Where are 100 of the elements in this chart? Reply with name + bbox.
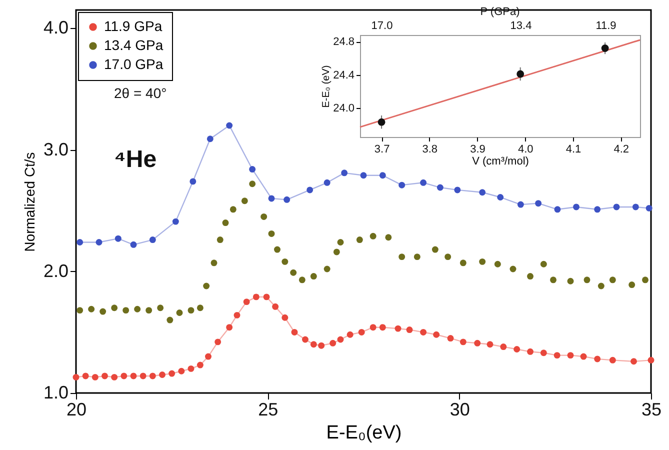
point xyxy=(268,230,275,237)
point xyxy=(454,186,461,194)
point xyxy=(310,273,317,280)
x-tick-label: 25 xyxy=(258,400,278,420)
y-axis-title: Normalized Ct/s xyxy=(21,152,38,252)
point xyxy=(190,178,196,185)
point xyxy=(234,312,240,318)
point xyxy=(370,232,376,240)
point xyxy=(157,304,164,312)
point xyxy=(642,276,648,284)
point xyxy=(594,356,601,362)
point xyxy=(268,195,275,202)
point xyxy=(554,352,560,359)
point xyxy=(510,266,516,272)
point xyxy=(346,331,354,338)
point xyxy=(249,180,256,188)
point xyxy=(379,172,386,179)
point xyxy=(130,372,137,380)
point xyxy=(205,353,212,360)
point xyxy=(284,196,290,203)
point xyxy=(203,282,210,290)
point xyxy=(210,260,218,266)
point xyxy=(598,282,604,290)
point xyxy=(356,236,363,244)
point xyxy=(88,306,95,312)
point xyxy=(420,328,427,336)
point xyxy=(447,335,454,342)
point xyxy=(111,304,118,312)
point xyxy=(298,276,306,284)
point xyxy=(324,266,330,272)
y-tick-label: 24.4 xyxy=(333,69,354,82)
point xyxy=(460,260,466,266)
point xyxy=(360,172,367,179)
y-tick-label: 1.0 xyxy=(43,382,68,402)
annotation: 13.4 xyxy=(510,20,532,32)
point xyxy=(432,246,438,253)
point xyxy=(527,348,534,355)
point xyxy=(330,340,336,346)
point xyxy=(272,303,279,310)
y-tick-label: 24.0 xyxy=(333,102,354,114)
point xyxy=(92,374,98,380)
point xyxy=(398,182,406,188)
point xyxy=(96,239,102,246)
point xyxy=(226,324,233,331)
point xyxy=(216,236,224,244)
point xyxy=(102,372,108,380)
point xyxy=(243,298,250,306)
point xyxy=(514,346,520,352)
annotation: 11.9 xyxy=(596,20,616,32)
legend-label: 13.4 GPa xyxy=(104,37,164,53)
x-tick-label: 3.8 xyxy=(422,144,438,156)
point xyxy=(630,358,637,365)
point xyxy=(168,370,176,377)
point xyxy=(318,342,325,349)
point xyxy=(282,314,288,321)
x-tick-label: 20 xyxy=(66,400,87,420)
point xyxy=(433,331,440,338)
point xyxy=(648,356,654,364)
legend-label: 17.0 GPa xyxy=(104,56,164,72)
point xyxy=(134,306,141,312)
point xyxy=(130,241,137,248)
point xyxy=(260,213,268,220)
point xyxy=(114,235,122,242)
x-tick-label: 30 xyxy=(450,400,470,420)
point xyxy=(497,194,504,200)
point xyxy=(172,218,179,225)
point xyxy=(159,372,166,378)
x-tick-label: 3.7 xyxy=(374,144,390,156)
y-tick-label: 3.0 xyxy=(43,139,68,160)
point xyxy=(196,362,204,368)
point xyxy=(358,328,365,336)
point xyxy=(379,324,386,331)
point xyxy=(140,372,146,380)
y-tick-label: 24.8 xyxy=(333,36,354,48)
point xyxy=(628,282,636,288)
point xyxy=(178,368,185,374)
point xyxy=(494,260,501,268)
point xyxy=(609,356,616,364)
point xyxy=(146,307,152,314)
point xyxy=(594,206,601,213)
point xyxy=(214,338,222,346)
y-tick-label: 2.0 xyxy=(43,260,68,281)
x-axis-title: V (cm³/mol) xyxy=(472,156,529,168)
point xyxy=(72,374,80,380)
point xyxy=(436,184,444,191)
point xyxy=(554,206,561,213)
x-tick-label: 4.1 xyxy=(566,144,582,156)
point xyxy=(420,179,427,186)
point xyxy=(540,260,547,268)
point xyxy=(479,258,486,265)
x-tick-label: 35 xyxy=(641,400,662,420)
point xyxy=(517,201,524,208)
point xyxy=(306,186,314,194)
point xyxy=(120,372,128,380)
x-tick-label: 3.9 xyxy=(470,144,486,156)
point xyxy=(188,307,194,314)
point xyxy=(166,316,174,324)
x-tick-label: 4.0 xyxy=(518,144,534,156)
point xyxy=(580,353,587,360)
x-axis-title: E-E₀(eV) xyxy=(326,422,402,444)
